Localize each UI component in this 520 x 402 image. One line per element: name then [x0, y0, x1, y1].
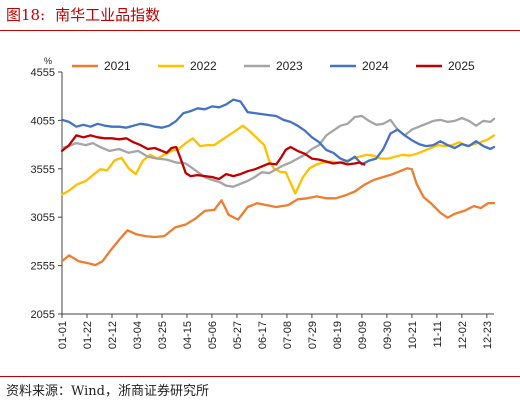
figure-number: 图18:	[6, 6, 46, 24]
x-tick-label: 09-30	[382, 321, 394, 349]
y-tick-label: 2055	[31, 309, 55, 321]
y-tick-label: 2555	[31, 261, 55, 273]
y-tick-label: 3055	[31, 212, 55, 224]
x-tick-label: 01-22	[82, 321, 94, 349]
chart-axes: % 2055 2555 3055 3555 4055 4555 01-01 01-22 02-12…	[31, 56, 494, 349]
series-line-2024	[60, 98, 496, 166]
x-tick-label: 02-12	[107, 321, 119, 349]
x-tick-label: 06-17	[257, 321, 269, 349]
x-tick-label: 08-19	[332, 321, 344, 349]
x-tick-label: 12-23	[482, 321, 494, 349]
y-tick-label: 4555	[31, 67, 55, 79]
x-tick-label: 07-08	[282, 321, 294, 349]
y-axis-unit: %	[44, 56, 52, 66]
x-tick-label: 10-21	[407, 321, 419, 349]
source-note: 资料来源：Wind，浙商证券研究所	[6, 384, 209, 399]
series-layer	[60, 98, 496, 267]
figure-title: 图18: 南华工业品指数	[6, 4, 160, 25]
series-line-2022	[60, 124, 496, 196]
legend-label-2021: 2021	[104, 59, 131, 73]
series-line-2025	[60, 134, 366, 181]
x-tick-label: 12-02	[457, 321, 469, 349]
x-tick-label: 05-06	[207, 321, 219, 349]
x-tick-label: 11-11	[432, 321, 444, 348]
series-line-2023	[60, 114, 496, 188]
legend-label-2022: 2022	[190, 59, 217, 73]
legend-label-2023: 2023	[276, 59, 303, 73]
x-tick-label: 09-09	[357, 321, 369, 349]
x-tick-label: 01-01	[57, 321, 69, 349]
legend-label-2024: 2024	[362, 59, 389, 73]
source-rule	[0, 376, 520, 377]
x-tick-label: 05-27	[232, 321, 244, 349]
x-tick-label: 03-04	[132, 321, 144, 349]
line-chart: % 2055 2555 3055 3555 4055 4555 01-01 01-22 02-12…	[31, 56, 496, 349]
title-rule	[0, 30, 520, 31]
x-tick-label: 04-15	[182, 321, 194, 349]
legend-label-2025: 2025	[448, 59, 475, 73]
x-tick-label: 03-25	[157, 321, 169, 349]
figure-title-text: 南华工业品指数	[55, 6, 161, 24]
series-line-2021	[60, 167, 496, 267]
chart-legend: 2021 2022 2023 2024 2025	[72, 59, 475, 73]
x-tick-label: 07-29	[307, 321, 319, 349]
y-tick-label: 3555	[31, 164, 55, 176]
y-tick-label: 4055	[31, 115, 55, 127]
